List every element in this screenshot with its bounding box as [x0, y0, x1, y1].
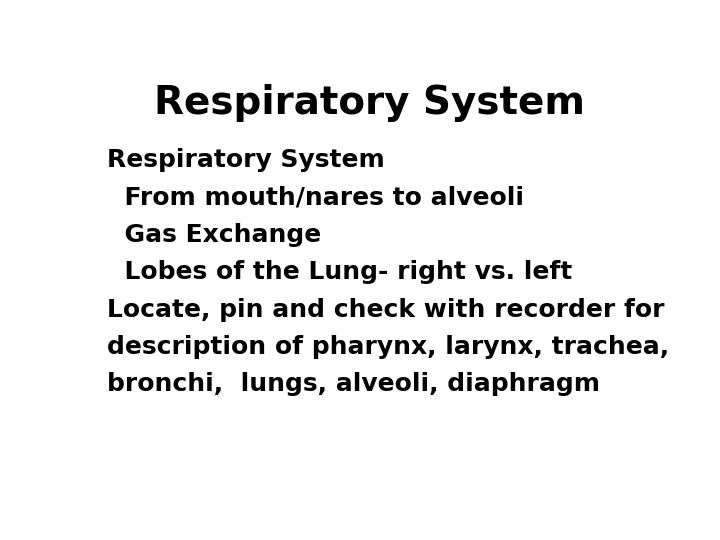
Text: bronchi,  lungs, alveoli, diaphragm: bronchi, lungs, alveoli, diaphragm: [107, 373, 600, 396]
Text: Respiratory System: Respiratory System: [153, 84, 585, 122]
Text: Locate, pin and check with recorder for: Locate, pin and check with recorder for: [107, 298, 665, 322]
Text: Lobes of the Lung- right vs. left: Lobes of the Lung- right vs. left: [107, 260, 572, 284]
Text: description of pharynx, larynx, trachea,: description of pharynx, larynx, trachea,: [107, 335, 669, 359]
Text: Respiratory System: Respiratory System: [107, 148, 384, 172]
Text: Gas Exchange: Gas Exchange: [107, 223, 321, 247]
Text: From mouth/nares to alveoli: From mouth/nares to alveoli: [107, 185, 523, 210]
